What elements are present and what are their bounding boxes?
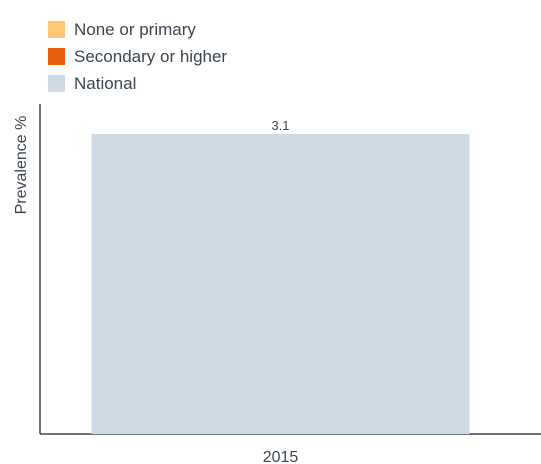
data-label: 3.1 [271,118,289,133]
legend-item-none-or-primary: None or primary [48,16,227,43]
legend-item-national: National [48,70,227,97]
legend-label: Secondary or higher [74,46,228,66]
bar-national [91,134,470,434]
x-tick-label: 2015 [263,449,299,464]
legend-label: National [74,73,137,93]
legend-swatch [48,75,65,92]
legend-label: None or primary [74,19,196,39]
legend: None or primary Secondary or higher Nati… [48,16,227,97]
legend-item-secondary-or-higher: Secondary or higher [48,43,227,70]
legend-swatch [48,48,65,65]
legend-swatch [48,21,65,38]
